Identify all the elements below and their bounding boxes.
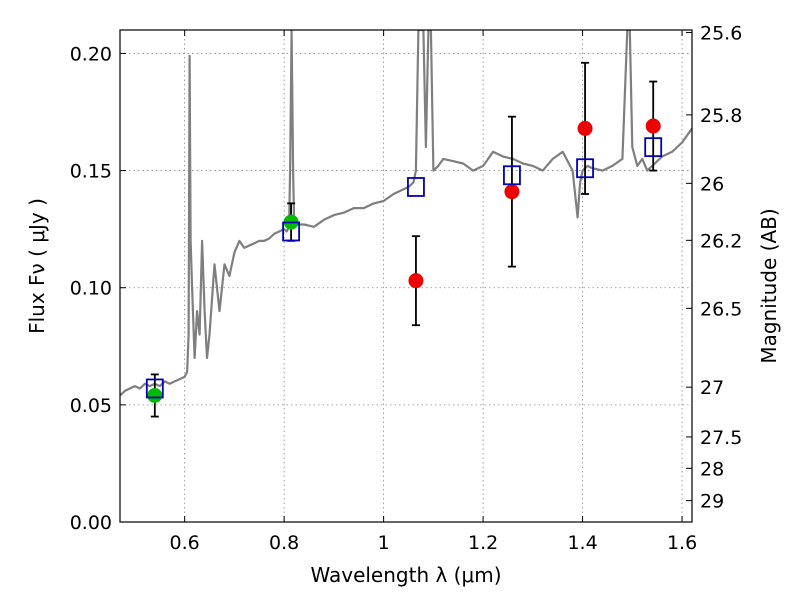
grid-layer <box>120 30 692 523</box>
tick-layer: 0.6 0.8 1 1.2 1.4 1.6 0.00 0.05 0.10 0.15 0.20 25.6… <box>70 23 743 554</box>
spectrum-line <box>120 30 692 397</box>
photometry-point <box>147 387 163 403</box>
model-square <box>576 158 594 179</box>
mag-tick-label: 26.2 <box>700 230 742 252</box>
mag-tick-label: 28 <box>700 458 724 480</box>
photometry-point <box>504 184 520 200</box>
plot-frame <box>119 29 693 523</box>
y-axis-label: Flux Fν ( μJy ) <box>25 198 49 334</box>
y2-axis-label: Magnitude (AB) <box>757 208 781 363</box>
model-square <box>644 137 663 158</box>
mag-tick-label: 27.5 <box>700 427 742 449</box>
model-square <box>145 378 164 399</box>
y-tick-label: 0.05 <box>70 395 112 417</box>
model-square <box>407 177 425 197</box>
x-tick-label: 0.8 <box>269 532 299 554</box>
photometry-point <box>645 118 661 134</box>
mag-tick-label: 27 <box>700 377 724 399</box>
mag-tick-label: 25.6 <box>700 23 742 45</box>
y-tick-label: 0.10 <box>70 278 112 300</box>
plot-layer <box>120 30 692 418</box>
mag-tick-label: 29 <box>700 491 724 513</box>
model-square <box>282 221 301 242</box>
x-tick-label: 1.4 <box>567 532 597 554</box>
y-tick-label: 0.00 <box>70 512 112 534</box>
mag-tick-label: 25.8 <box>700 105 742 127</box>
x-axis-label: Wavelength λ (μm) <box>310 563 501 587</box>
photometry-point <box>408 273 424 289</box>
x-tick-label: 1.6 <box>667 532 697 554</box>
mag-tick-label: 26 <box>700 173 724 195</box>
x-tick-label: 1.2 <box>468 532 498 554</box>
photometry-point <box>577 120 593 136</box>
model-square <box>503 165 521 186</box>
y-tick-label: 0.15 <box>70 161 112 183</box>
y-tick-label: 0.20 <box>70 43 112 65</box>
x-tick-label: 0.6 <box>170 532 200 554</box>
x-tick-label: 1 <box>378 532 390 554</box>
mag-tick-label: 26.5 <box>700 298 742 320</box>
